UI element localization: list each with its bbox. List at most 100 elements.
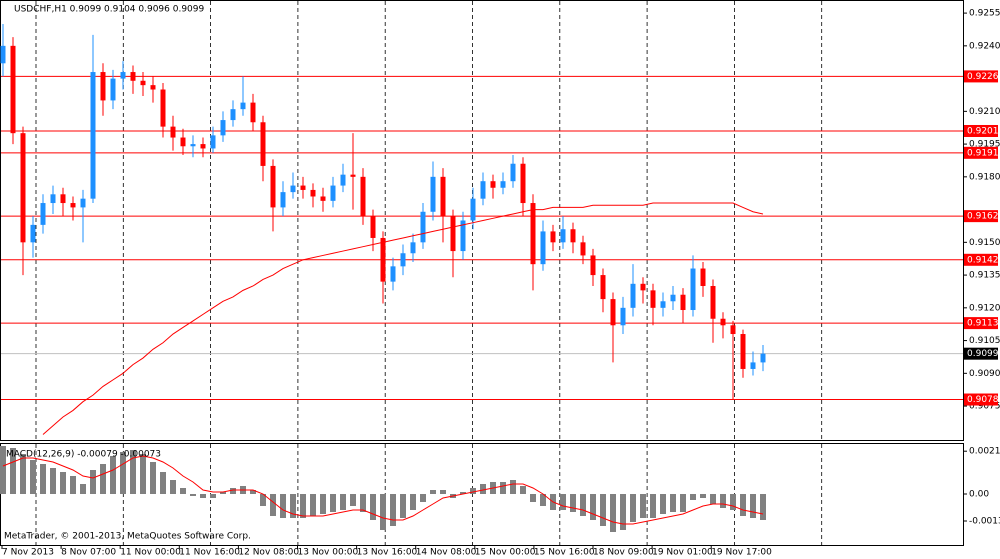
- level-label-box: [964, 70, 998, 83]
- candle-body: [0, 45, 6, 64]
- macd-bar: [580, 494, 586, 516]
- current-price-box: [964, 347, 998, 360]
- macd-bar: [180, 488, 186, 494]
- candle-body: [110, 78, 116, 101]
- candle-body: [680, 294, 686, 311]
- macd-bar: [350, 494, 356, 506]
- level-label: 0.9142: [967, 255, 999, 265]
- moving-average: [42, 202, 764, 435]
- candle-body: [220, 120, 226, 136]
- candle-body: [340, 174, 346, 186]
- x-tick-label: 19 Nov 01:00: [652, 548, 713, 558]
- macd-bar: [620, 494, 626, 530]
- candle-body: [620, 307, 626, 326]
- macd-bar: [90, 470, 96, 494]
- x-tick-label: 13 Nov 16:00: [357, 548, 418, 558]
- macd-bar: [60, 472, 66, 494]
- candle-body: [490, 181, 496, 188]
- x-tick-label: 13 Nov 00:00: [298, 548, 359, 558]
- macd-bar: [290, 494, 296, 518]
- macd-bar: [570, 494, 576, 512]
- candle-body: [350, 174, 356, 177]
- macd-bar: [140, 454, 146, 494]
- macd-bar: [750, 494, 756, 518]
- macd-bar: [160, 472, 166, 494]
- macd-bar: [100, 464, 106, 494]
- macd-y-tick-label: 0.00: [969, 490, 989, 500]
- candle-body: [430, 176, 436, 212]
- macd-bar: [440, 490, 446, 494]
- y-tick-label: 0.9105: [969, 336, 1000, 346]
- candle-body: [460, 220, 466, 252]
- macd-bar: [150, 462, 156, 494]
- chart-title: USDCHF,H1 0.9099 0.9104 0.9096 0.9099: [14, 5, 204, 15]
- macd-bar: [210, 494, 216, 498]
- macd-bar: [340, 494, 346, 510]
- macd-bar: [410, 494, 416, 510]
- candle-body: [120, 72, 126, 79]
- macd-bar: [480, 484, 486, 494]
- candle-body: [710, 285, 716, 319]
- candle-body: [520, 163, 526, 204]
- macd-bar: [740, 494, 746, 516]
- x-tick-label: 7 Nov 2013: [2, 548, 54, 558]
- candle-body: [20, 133, 26, 243]
- macd-bar: [500, 482, 506, 494]
- macd-title: MACD(12,26,9) -0.00079 -0.00073: [6, 450, 161, 460]
- level-label-box: [964, 317, 998, 330]
- candle-body: [320, 196, 326, 201]
- macd-bar: [670, 494, 676, 512]
- level-label-box: [964, 253, 998, 266]
- x-tick-label: 19 Nov 17:00: [711, 548, 772, 558]
- x-tick-label: 14 Nov 08:00: [416, 548, 477, 558]
- macd-bar: [390, 494, 396, 526]
- macd-bar: [470, 488, 476, 494]
- candle-body: [270, 165, 276, 208]
- macd-y-tick-label: -0.00135: [969, 517, 1000, 527]
- macd-bar: [80, 484, 86, 494]
- macd-bar: [370, 494, 376, 520]
- level-label: 0.9191: [967, 148, 999, 158]
- macd-bar: [230, 488, 236, 494]
- macd-bar: [220, 492, 226, 494]
- candle-body: [410, 242, 416, 254]
- candle-body: [280, 192, 286, 208]
- candle-body: [250, 102, 256, 123]
- macd-bar: [630, 494, 636, 522]
- candle-body: [700, 268, 706, 286]
- macd-bar: [560, 494, 566, 510]
- candle-body: [370, 216, 376, 238]
- candle-body: [590, 255, 596, 276]
- y-tick-label: 0.9075: [969, 402, 1000, 412]
- x-tick-label: 8 Nov 07:00: [61, 548, 116, 558]
- macd-bar: [320, 494, 326, 514]
- x-tick-label: 15 Nov 00:00: [475, 548, 536, 558]
- macd-bar: [110, 456, 116, 494]
- candle-body: [300, 185, 306, 190]
- macd-bar: [720, 494, 726, 508]
- candle-body: [330, 185, 336, 201]
- candle-body: [760, 353, 766, 363]
- y-tick-label: 0.9240: [969, 41, 1000, 51]
- candle-body: [510, 163, 516, 182]
- macd-bar: [690, 494, 696, 500]
- candle-body: [630, 283, 636, 308]
- candle-body: [70, 203, 76, 208]
- candle-body: [560, 229, 566, 243]
- macd-bar: [120, 452, 126, 494]
- candle-body: [640, 283, 646, 291]
- level-label-box: [964, 146, 998, 159]
- x-tick-label: 18 Nov 09:00: [593, 548, 654, 558]
- footer: MetaTrader, © 2001-2013, MetaQuotes Soft…: [4, 532, 251, 542]
- macd-bar: [650, 494, 656, 518]
- macd-bar: [270, 494, 276, 516]
- candle-body: [720, 318, 726, 326]
- macd-bar: [280, 494, 286, 518]
- candle-body: [360, 176, 366, 217]
- macd-bar: [680, 494, 686, 512]
- y-tick-label: 0.9195: [969, 140, 1000, 150]
- macd-bar: [40, 464, 46, 494]
- macd-bar: [20, 454, 26, 494]
